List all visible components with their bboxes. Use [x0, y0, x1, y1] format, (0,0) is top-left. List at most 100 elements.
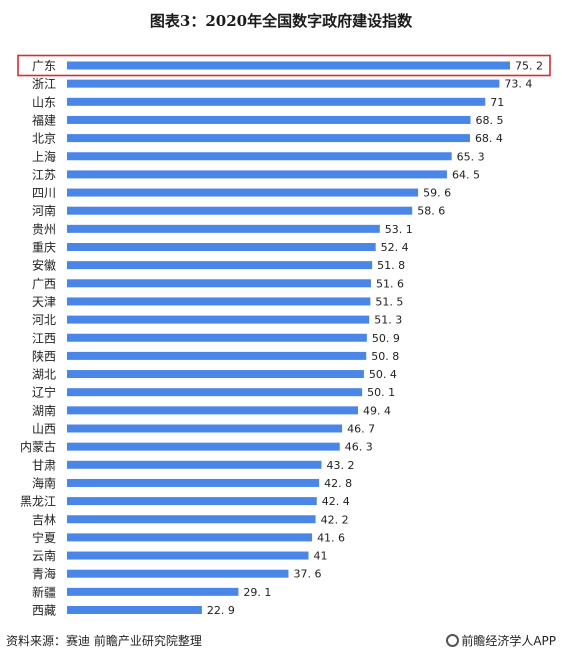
category-label: 广东 [32, 59, 56, 73]
value-label: 71 [490, 96, 504, 109]
value-label: 41. 6 [317, 531, 345, 544]
category-label: 山西 [32, 422, 56, 436]
brand-name: 前瞻经济学人APP [461, 634, 556, 648]
category-label: 重庆 [32, 241, 56, 255]
value-label: 41 [314, 550, 328, 563]
value-label: 53. 1 [385, 223, 413, 236]
category-label: 新疆 [32, 584, 56, 599]
bar [67, 442, 340, 451]
category-label: 云南 [32, 548, 56, 563]
bar [67, 315, 370, 324]
bar [67, 497, 317, 506]
value-label: 50. 8 [371, 350, 399, 363]
bar [67, 261, 373, 270]
value-label: 68. 4 [475, 132, 503, 145]
category-label: 甘肃 [32, 458, 56, 472]
brand-credit: 前瞻经济学人APP [446, 632, 556, 649]
chart-title: 图表3：2020年全国数字政府建设指数 [149, 12, 413, 30]
category-label: 西藏 [32, 604, 56, 618]
bar [67, 424, 343, 433]
value-label: 50. 9 [372, 332, 400, 345]
category-label: 河南 [32, 203, 56, 218]
category-label: 青海 [32, 566, 56, 581]
category-label: 天津 [32, 295, 56, 309]
bar [67, 406, 359, 415]
bar [67, 188, 419, 197]
category-label: 上海 [32, 149, 56, 164]
category-label: 黑龙江 [20, 495, 56, 509]
value-label: 64. 5 [452, 168, 480, 181]
category-label: 湖北 [32, 367, 56, 382]
category-label: 贵州 [32, 222, 56, 236]
brand-logo-icon [446, 634, 460, 647]
bar [67, 297, 371, 306]
bar [67, 333, 367, 342]
category-label: 辽宁 [32, 385, 56, 400]
category-label: 浙江 [32, 77, 56, 91]
category-label: 内蒙古 [20, 439, 56, 454]
category-label: 江西 [32, 331, 56, 345]
value-label: 75. 2 [515, 60, 543, 73]
bar [67, 61, 510, 70]
value-label: 46. 7 [347, 423, 375, 436]
bar [67, 224, 380, 233]
category-label: 湖南 [32, 403, 56, 418]
bar [67, 587, 239, 596]
bar [67, 515, 316, 524]
value-label: 73. 4 [504, 78, 532, 91]
value-label: 42. 4 [322, 495, 350, 508]
value-label: 43. 2 [326, 459, 354, 472]
source-note: 资料来源：赛迪 前瞻产业研究院整理 [6, 634, 202, 648]
bar [67, 388, 363, 397]
bar [67, 115, 471, 124]
highlight-box [17, 54, 551, 77]
value-label: 51. 8 [377, 259, 405, 272]
value-label: 46. 3 [345, 441, 373, 454]
bar-chart: 广东 75. 2 浙江 73. 4 山东 71 福建 68. 5 北京 68. 4 上海 65. 3 江… [17, 54, 551, 618]
category-label: 福建 [32, 112, 56, 127]
category-label: 河北 [32, 313, 56, 327]
bar [67, 606, 202, 614]
bar [67, 170, 447, 179]
value-label: 51. 5 [375, 295, 403, 308]
bar [67, 370, 364, 379]
value-label: 29. 1 [243, 586, 271, 599]
bar [67, 243, 376, 251]
bar [67, 551, 309, 560]
value-label: 65. 3 [457, 150, 485, 163]
category-label: 山东 [32, 95, 56, 109]
bar [67, 351, 367, 360]
category-label: 宁夏 [32, 530, 56, 545]
bar [67, 279, 371, 288]
category-label: 北京 [32, 132, 56, 146]
bar [67, 97, 486, 106]
value-label: 49. 4 [363, 404, 391, 417]
bar [67, 134, 470, 143]
category-label: 陕西 [32, 348, 56, 363]
bar [67, 460, 322, 469]
value-label: 50. 4 [369, 368, 397, 381]
category-label: 江苏 [32, 168, 56, 182]
bar [67, 569, 289, 578]
category-label: 四川 [32, 186, 56, 200]
category-label: 吉林 [32, 513, 56, 527]
value-label: 68. 5 [476, 114, 504, 127]
value-label: 42. 2 [321, 513, 349, 526]
category-label: 广西 [32, 277, 56, 291]
value-label: 50. 1 [367, 386, 395, 399]
category-label: 安徽 [32, 258, 56, 273]
value-label: 59. 6 [423, 187, 451, 200]
value-label: 42. 8 [324, 477, 352, 490]
value-label: 51. 3 [374, 314, 402, 327]
value-label: 37. 6 [294, 568, 322, 581]
bar [67, 152, 452, 161]
bar [67, 478, 320, 487]
value-label: 52. 4 [381, 241, 409, 254]
value-label: 58. 6 [417, 205, 445, 218]
value-label: 22. 9 [207, 604, 235, 617]
bar [67, 206, 413, 215]
value-label: 51. 6 [376, 277, 404, 290]
bar [67, 533, 313, 542]
category-label: 海南 [32, 475, 56, 490]
bar [67, 79, 500, 88]
